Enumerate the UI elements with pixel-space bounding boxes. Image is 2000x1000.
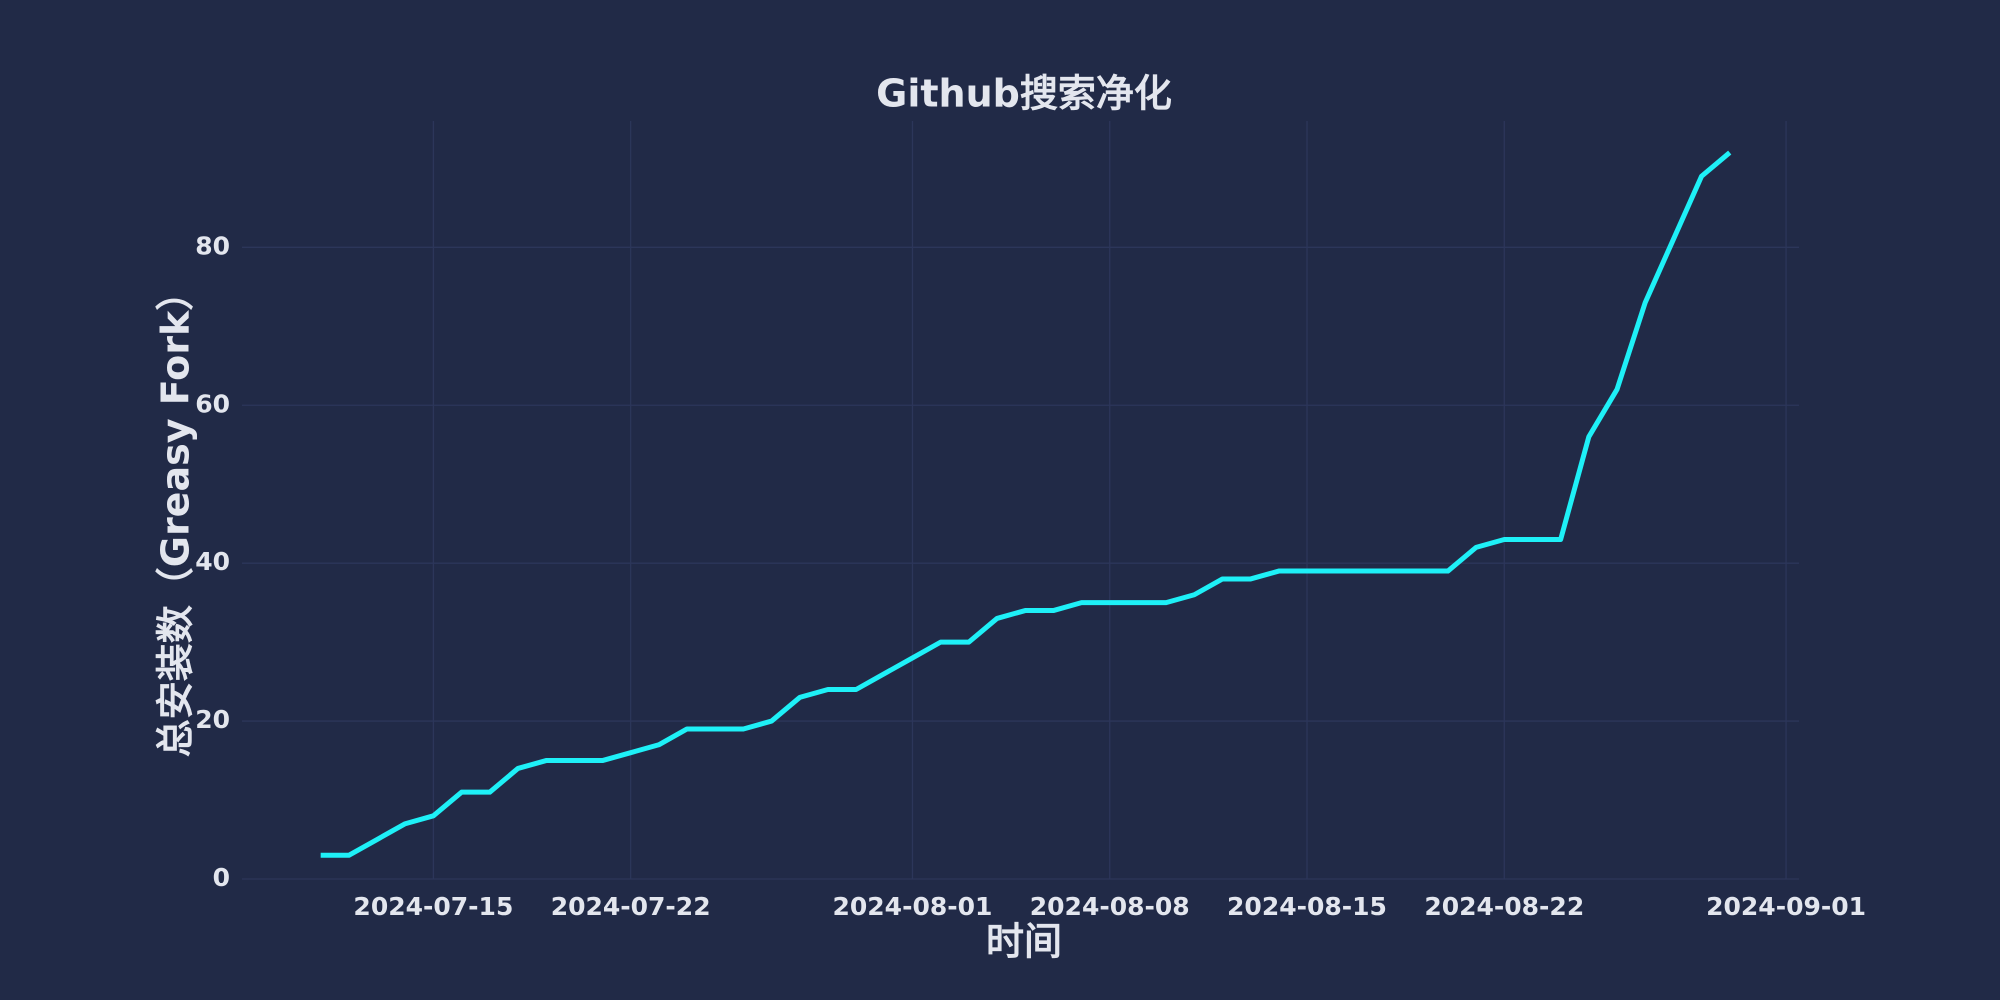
grid: [242, 121, 1799, 880]
x-axis-title: 时间: [986, 920, 1062, 964]
y-tick-label: 0: [213, 863, 230, 892]
x-tick-label: 2024-08-08: [1030, 892, 1190, 921]
x-tick-label: 2024-08-15: [1227, 892, 1387, 921]
data-line: [320, 150, 1732, 858]
x-tick-label: 2024-08-22: [1424, 892, 1584, 921]
x-tick-label: 2024-09-01: [1706, 892, 1866, 921]
x-tick-label: 2024-08-01: [833, 892, 993, 921]
y-tick-label: 80: [195, 231, 230, 260]
y-tick-label: 20: [195, 705, 230, 734]
y-tick-label: 60: [195, 389, 230, 418]
x-tick-label: 2024-07-22: [551, 892, 711, 921]
y-tick-label: 40: [195, 547, 230, 576]
x-tick-label: 2024-07-15: [353, 892, 513, 921]
y-axis-title: 总安装数（Greasy Fork）: [154, 273, 198, 758]
chart-title: Github搜索净化: [876, 72, 1172, 116]
